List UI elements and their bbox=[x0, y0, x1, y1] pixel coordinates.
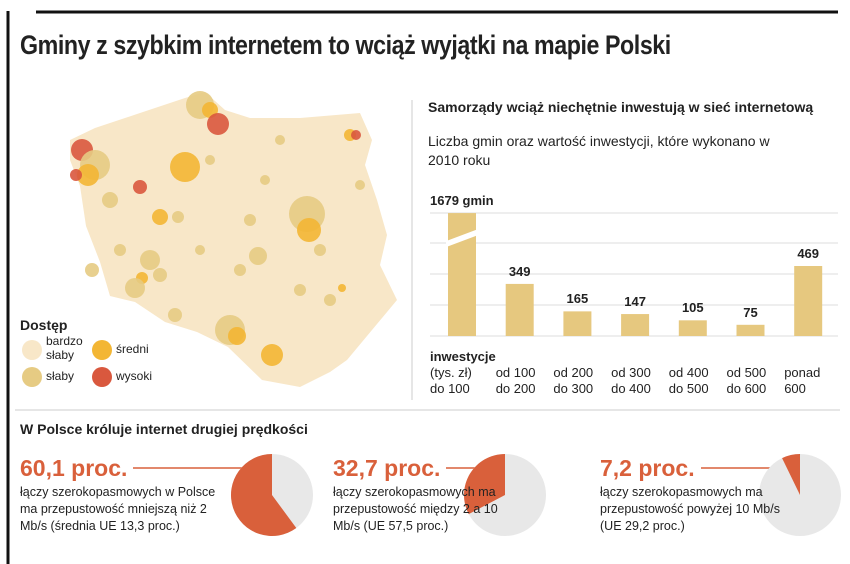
x-tick-label: od 100 do 200 bbox=[495, 365, 536, 396]
map-dot bbox=[205, 155, 215, 165]
bar bbox=[794, 266, 823, 336]
map-dot bbox=[324, 294, 336, 306]
x-axis-label: inwestycje bbox=[430, 349, 496, 364]
x-tick-label: do 100 bbox=[430, 381, 470, 396]
map-dot bbox=[314, 244, 326, 256]
big-number: 32,7 proc. bbox=[333, 455, 441, 481]
bar bbox=[563, 311, 592, 336]
pie-slice bbox=[230, 454, 297, 536]
value-label: 349 bbox=[508, 263, 531, 279]
map-dot bbox=[207, 113, 229, 135]
map-poland bbox=[70, 92, 397, 387]
legend-label: wysoki bbox=[116, 369, 153, 383]
map-dot bbox=[234, 264, 246, 276]
pie-slice bbox=[464, 454, 505, 515]
map-dot bbox=[153, 268, 167, 282]
bar bbox=[621, 314, 650, 336]
map-dot bbox=[261, 344, 283, 366]
section-title: W Polsce króluje internet drugiej prędko… bbox=[20, 421, 308, 437]
legend-swatch bbox=[22, 340, 42, 360]
map-dot bbox=[355, 180, 365, 190]
big-number: 7,2 proc. bbox=[600, 455, 695, 481]
map-dot bbox=[168, 308, 182, 322]
map-dot bbox=[275, 135, 285, 145]
value-label: 165 bbox=[566, 291, 589, 307]
legend-swatch bbox=[92, 367, 112, 387]
map-dot bbox=[102, 192, 118, 208]
map-dot bbox=[140, 250, 160, 270]
map-dot bbox=[70, 169, 82, 181]
map-dot bbox=[170, 152, 200, 182]
map-dot bbox=[195, 245, 205, 255]
map-dot bbox=[77, 164, 99, 186]
legend-swatch bbox=[22, 367, 42, 387]
map-dot bbox=[249, 247, 267, 265]
map-dot bbox=[294, 284, 306, 296]
map-dot bbox=[133, 180, 147, 194]
bar bbox=[505, 283, 534, 336]
legend-swatch bbox=[92, 340, 112, 360]
map-dot bbox=[244, 214, 256, 226]
x-tick-label: od 400 do 500 bbox=[668, 365, 709, 396]
map-dot bbox=[351, 130, 361, 140]
x-tick-label: ponad 600 bbox=[784, 365, 821, 396]
axis-break bbox=[446, 229, 478, 248]
pie-text: łączy szerokopasmowych w Polsce ma przep… bbox=[20, 485, 216, 533]
pie-text: łączy szerokopasmowych ma przepustowość … bbox=[333, 485, 498, 533]
legend-label: średni bbox=[116, 342, 149, 356]
x-tick-label: od 200 do 300 bbox=[553, 365, 594, 396]
value-label: 75 bbox=[743, 304, 758, 320]
bar bbox=[678, 320, 707, 336]
map-dot bbox=[297, 218, 321, 242]
map-dot bbox=[228, 327, 246, 345]
x-axis-unit: (tys. zł) bbox=[430, 365, 472, 380]
pie-text: łączy szerokopasmowych ma przepustowość … bbox=[600, 485, 780, 533]
chart-title: Samorządy wciąż niechętnie inwestują w s… bbox=[428, 99, 814, 115]
map-dot bbox=[172, 211, 184, 223]
map-dot bbox=[152, 209, 168, 225]
legend-label: słaby bbox=[46, 369, 75, 383]
x-tick-label: od 500 do 600 bbox=[726, 365, 767, 396]
bar bbox=[736, 324, 765, 336]
legend-label: bardzo słaby bbox=[46, 334, 83, 362]
value-label: 105 bbox=[681, 300, 704, 316]
x-tick-label: od 300 do 400 bbox=[611, 365, 651, 396]
value-label: 1679 gmin bbox=[430, 193, 494, 209]
map-dot bbox=[125, 278, 145, 298]
big-number: 60,1 proc. bbox=[20, 455, 128, 481]
legend-title: Dostęp bbox=[20, 317, 68, 333]
pie-slice bbox=[782, 454, 800, 495]
map-dot bbox=[114, 244, 126, 256]
chart-subtitle: Liczba gmin oraz wartość inwestycji, któ… bbox=[428, 133, 770, 168]
value-label: 147 bbox=[624, 294, 646, 310]
map-dot bbox=[338, 284, 346, 292]
map-dot bbox=[85, 263, 99, 277]
value-label: 469 bbox=[797, 246, 820, 261]
map-dot bbox=[260, 175, 270, 185]
page-title: Gminy z szybkim internetem to wciąż wyją… bbox=[20, 30, 671, 60]
